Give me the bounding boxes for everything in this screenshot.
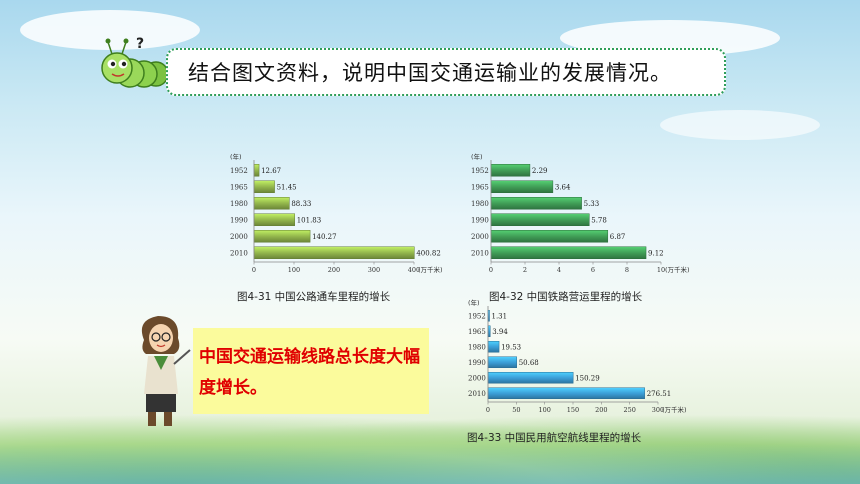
bar xyxy=(487,341,500,353)
year-unit-label: (年) xyxy=(468,298,480,307)
svg-text:?: ? xyxy=(136,36,144,52)
caterpillar-icon: ? xyxy=(101,36,169,88)
answer-text: 中国交通运输线路总长度大幅度增长。 xyxy=(199,347,420,398)
bar xyxy=(253,180,275,193)
x-tick-label: 50 xyxy=(512,406,520,414)
category-label: 1952 xyxy=(468,312,486,320)
value-label: 51.45 xyxy=(277,183,297,191)
category-label: 2000 xyxy=(230,233,248,241)
rail-chart: (年) 1952 2.29 1965 3.64 1980 5.33 1990 5.78 2000 6… xyxy=(469,152,705,280)
water-decoration xyxy=(0,444,860,484)
category-label: 1965 xyxy=(468,328,486,336)
value-label: 19.53 xyxy=(501,343,521,351)
bar xyxy=(487,387,645,399)
value-label: 9.12 xyxy=(648,249,664,257)
x-tick-label: 300 xyxy=(652,406,664,414)
air-chart-caption: 图4-33 中国民用航空航线里程的增长 xyxy=(467,432,642,444)
x-tick-label: 8 xyxy=(625,266,629,274)
category-label: 2000 xyxy=(471,233,489,241)
value-label: 150.29 xyxy=(575,374,600,382)
category-label: 1980 xyxy=(471,200,489,208)
category-label: 2010 xyxy=(468,390,486,398)
value-label: 50.68 xyxy=(519,359,539,367)
x-tick-label: 250 xyxy=(623,406,635,414)
bar xyxy=(490,164,531,177)
bar xyxy=(490,246,647,259)
rail-chart-caption: 图4-32 中国铁路营运里程的增长 xyxy=(489,291,643,303)
value-label: 5.78 xyxy=(591,216,607,224)
answer-box: 中国交通运输线路总长度大幅度增长。 xyxy=(193,328,429,414)
value-label: 3.94 xyxy=(492,328,508,336)
x-tick-label: 0 xyxy=(252,266,256,274)
value-label: 88.33 xyxy=(291,200,311,208)
x-tick-label: 0 xyxy=(489,266,493,274)
x-tick-label: 200 xyxy=(328,266,340,274)
bar xyxy=(253,164,260,177)
x-tick-label: 10 xyxy=(657,266,665,274)
cloud-decoration xyxy=(20,10,200,50)
question-box: 结合图文资料，说明中国交通运输业的发展情况。 xyxy=(166,48,726,96)
x-tick-label: 200 xyxy=(595,406,607,414)
category-label: 2010 xyxy=(471,249,489,257)
bar xyxy=(253,213,295,226)
category-label: 1952 xyxy=(471,167,489,175)
x-unit-label: (万千米) xyxy=(665,265,690,274)
category-label: 1952 xyxy=(230,167,248,175)
value-label: 2.29 xyxy=(532,167,548,175)
x-tick-label: 300 xyxy=(368,266,380,274)
category-label: 1980 xyxy=(468,343,486,351)
bar xyxy=(487,372,574,384)
teacher-illustration xyxy=(141,316,191,426)
category-label: 1990 xyxy=(471,216,489,224)
value-label: 1.31 xyxy=(492,312,508,320)
value-label: 140.27 xyxy=(312,233,337,241)
air-bar-chart: (年) 1952 1.31 1965 3.94 1980 19.53 1990 50.68 200… xyxy=(468,298,687,414)
bar xyxy=(253,230,311,243)
cloud-decoration xyxy=(660,110,820,140)
value-label: 3.64 xyxy=(555,183,571,191)
road-chart-caption: 图4-31 中国公路通车里程的增长 xyxy=(237,291,391,303)
value-label: 6.87 xyxy=(610,233,626,241)
bar xyxy=(490,180,554,193)
x-unit-label: (万千米) xyxy=(418,265,443,274)
bar xyxy=(487,356,517,368)
bar xyxy=(490,197,582,210)
category-label: 1990 xyxy=(468,359,486,367)
bar xyxy=(490,213,590,226)
category-label: 2000 xyxy=(468,374,486,382)
x-tick-label: 150 xyxy=(567,406,579,414)
value-label: 5.33 xyxy=(584,200,600,208)
category-label: 1980 xyxy=(230,200,248,208)
value-label: 12.67 xyxy=(261,167,281,175)
question-text: 结合图文资料，说明中国交通运输业的发展情况。 xyxy=(188,61,672,85)
bar xyxy=(490,230,609,243)
x-tick-label: 2 xyxy=(523,266,527,274)
bar xyxy=(253,197,290,210)
category-label: 1965 xyxy=(230,183,248,191)
air-chart: (年) 1952 1.31 1965 3.94 1980 19.53 1990 50.68 200… xyxy=(466,298,702,414)
road-bar-chart: (年) 1952 12.67 1965 51.45 1980 88.33 1990 101.83… xyxy=(230,152,443,274)
bar xyxy=(253,246,415,259)
value-label: 101.83 xyxy=(297,216,322,224)
x-tick-label: 0 xyxy=(486,406,490,414)
category-label: 2010 xyxy=(230,249,248,257)
road-chart: (年) 1952 12.67 1965 51.45 1980 88.33 1990 101.83… xyxy=(228,152,464,280)
x-unit-label: (万千米) xyxy=(662,405,687,414)
x-tick-label: 100 xyxy=(538,406,550,414)
category-label: 1965 xyxy=(471,183,489,191)
value-label: 276.51 xyxy=(647,390,672,398)
x-tick-label: 4 xyxy=(557,266,561,274)
x-tick-label: 400 xyxy=(408,266,420,274)
x-tick-label: 6 xyxy=(591,266,595,274)
year-unit-label: (年) xyxy=(230,152,242,161)
value-label: 400.82 xyxy=(416,249,441,257)
rail-bar-chart: (年) 1952 2.29 1965 3.64 1980 5.33 1990 5.78 2000 6… xyxy=(471,152,690,274)
year-unit-label: (年) xyxy=(471,152,483,161)
category-label: 1990 xyxy=(230,216,248,224)
x-tick-label: 100 xyxy=(288,266,300,274)
